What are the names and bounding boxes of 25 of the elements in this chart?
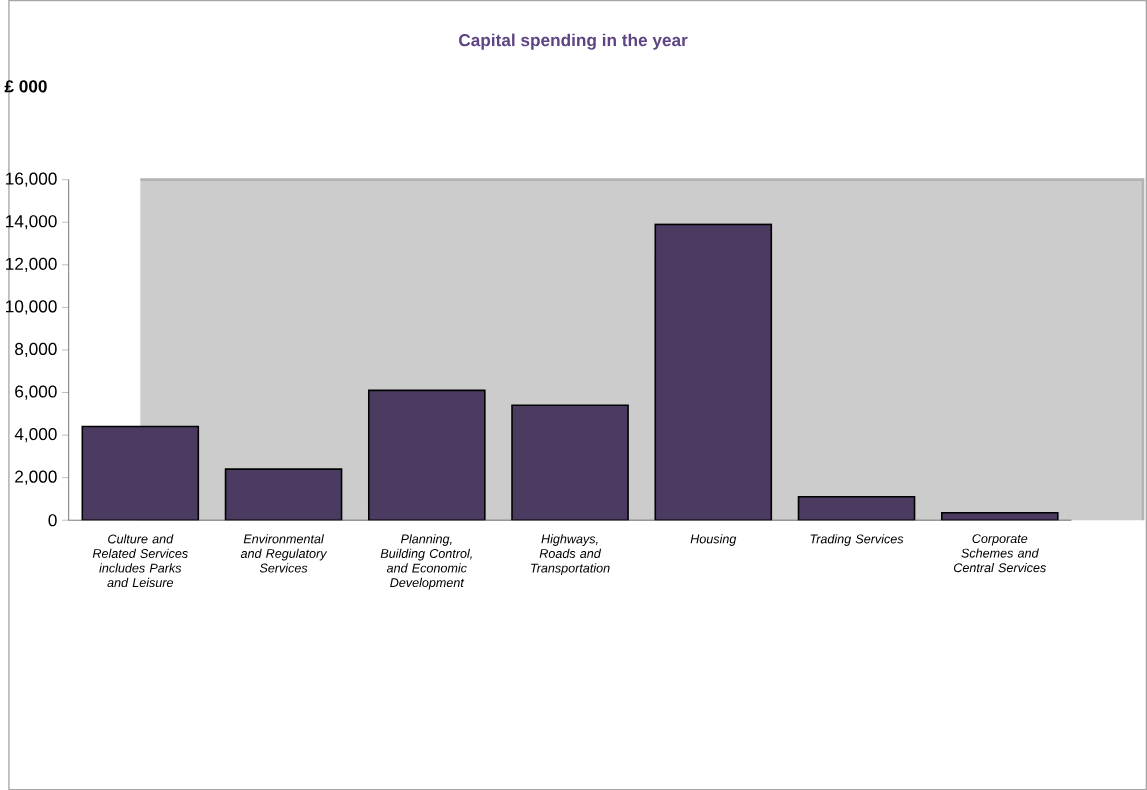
bar: [224, 468, 343, 521]
y-tick-label: 6,000: [15, 385, 57, 400]
x-tick-label: Culture and Related Services includes Parks and Leisure: [92, 534, 188, 587]
x-tick-label: Corporate Schemes and Central Services: [953, 534, 1046, 573]
y-tick-label: 14,000: [6, 215, 57, 230]
x-tick-label: Planning, Building Control, and Economic Development: [380, 534, 472, 590]
y-tick-label: 4,000: [14, 427, 57, 443]
y-tick-label: 8,000: [15, 342, 57, 357]
bar: [797, 495, 916, 521]
x-tick-label: Highways, Roads and Transportation: [531, 534, 610, 575]
y-axis-title: £ 000: [4, 80, 47, 93]
bar: [81, 425, 200, 521]
x-tick-label: Housing: [690, 534, 737, 546]
chart-title: Capital spending in the year: [459, 33, 688, 50]
bar: [367, 389, 486, 521]
x-tick-label: Environmental and Regulatory Services: [240, 534, 328, 573]
y-tick-label: 2,000: [15, 470, 57, 485]
y-tick-label: 12,000: [6, 257, 57, 272]
y-tick-label: 16,000: [6, 172, 57, 187]
bar: [940, 511, 1059, 521]
x-tick-label: Trading Services: [810, 534, 904, 546]
y-tick-label: 0: [48, 514, 57, 527]
y-tick-label: 10,000: [6, 300, 57, 315]
bar: [654, 223, 773, 521]
bar: [511, 404, 629, 521]
